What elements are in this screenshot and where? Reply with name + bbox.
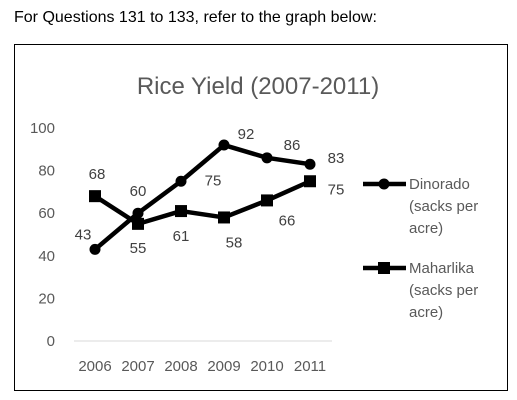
series-line-2 bbox=[93, 179, 311, 227]
legend-label: acre) bbox=[409, 220, 443, 237]
y-tick-label: 20 bbox=[38, 290, 55, 307]
data-point bbox=[261, 152, 273, 164]
data-point bbox=[304, 175, 316, 188]
data-point bbox=[261, 194, 273, 207]
legend-marker bbox=[378, 178, 390, 190]
y-tick-label: 0 bbox=[47, 333, 55, 350]
data-point bbox=[304, 158, 316, 170]
data-point bbox=[218, 211, 230, 224]
data-label: 58 bbox=[226, 234, 243, 251]
data-point bbox=[175, 205, 187, 218]
x-tick-label: 2010 bbox=[250, 358, 283, 375]
data-point bbox=[89, 243, 101, 255]
data-point bbox=[132, 217, 144, 230]
series-group bbox=[89, 139, 316, 255]
data-label: 61 bbox=[173, 228, 190, 245]
legend-label: Dinorado bbox=[409, 176, 470, 193]
x-tick-label: 2007 bbox=[121, 358, 154, 375]
chart-frame bbox=[14, 44, 508, 391]
data-point bbox=[218, 139, 230, 151]
chart-title: Rice Yield (2007-2011) bbox=[137, 73, 379, 100]
legend-label: (sacks per bbox=[409, 282, 478, 299]
x-axis: 2006 2007 2008 2009 2010 2011 bbox=[74, 340, 332, 375]
data-point bbox=[89, 190, 101, 203]
data-label: 68 bbox=[89, 166, 106, 183]
x-tick-label: 2006 bbox=[78, 358, 111, 375]
legend-label: (sacks per bbox=[409, 198, 478, 215]
y-tick-label: 80 bbox=[38, 163, 55, 180]
data-label: 66 bbox=[279, 212, 296, 229]
data-label: 75 bbox=[328, 181, 345, 198]
data-label: 92 bbox=[238, 126, 255, 143]
data-label: 86 bbox=[284, 137, 301, 154]
y-tick-label: 60 bbox=[38, 205, 55, 222]
legend-marker bbox=[378, 262, 390, 274]
data-label: 55 bbox=[130, 240, 147, 257]
y-tick-label: 100 bbox=[30, 120, 55, 137]
x-tick-label: 2011 bbox=[294, 358, 326, 375]
data-label: 75 bbox=[205, 172, 222, 189]
data-point bbox=[132, 207, 144, 219]
data-label: 43 bbox=[75, 226, 92, 243]
legend-label: Maharlika bbox=[409, 260, 475, 277]
y-tick-label: 40 bbox=[38, 248, 55, 265]
x-tick-label: 2008 bbox=[164, 358, 197, 375]
legend: Dinorado (sacks per acre) Maharlika (sacks p… bbox=[363, 176, 478, 321]
y-axis: 0 20 40 60 80 100 bbox=[30, 120, 55, 350]
intro-text: For Questions 131 to 133, refer to the g… bbox=[14, 9, 377, 26]
data-point bbox=[175, 175, 187, 187]
x-tick-label: 2009 bbox=[207, 358, 240, 375]
data-labels: 43 60 75 92 86 83 68 55 61 58 66 75 bbox=[75, 126, 345, 257]
data-label: 60 bbox=[130, 183, 147, 200]
legend-label: acre) bbox=[409, 304, 443, 321]
data-label: 83 bbox=[328, 150, 345, 167]
